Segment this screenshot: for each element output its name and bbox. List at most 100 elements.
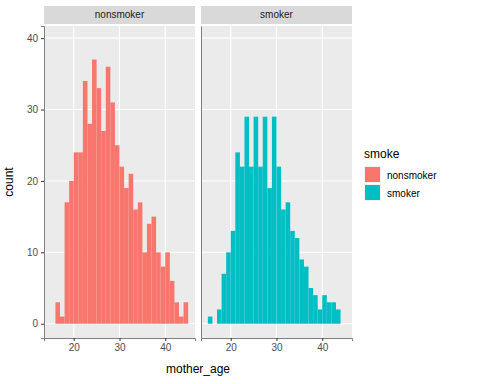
- x-axis-title: mother_age: [166, 362, 230, 376]
- legend-key: [365, 185, 380, 200]
- bar: [184, 302, 189, 323]
- tick-label: 20: [69, 342, 81, 353]
- axis-line: [45, 339, 196, 342]
- tick-label: 40: [160, 342, 172, 353]
- bar: [69, 181, 74, 324]
- bar: [74, 152, 79, 323]
- bar: [249, 167, 254, 324]
- tick: 40: [160, 338, 172, 353]
- bars: [208, 117, 341, 324]
- bar: [281, 209, 286, 323]
- bar: [170, 281, 175, 324]
- y-axis-title: count: [2, 167, 16, 197]
- bar: [336, 309, 341, 323]
- tick-label: 0: [32, 318, 38, 329]
- bar: [152, 217, 157, 324]
- tick-mark: [231, 338, 232, 341]
- bar: [290, 231, 295, 324]
- tick-label: 30: [271, 342, 283, 353]
- panel: nonsmoker: [44, 6, 195, 338]
- bar: [254, 117, 259, 324]
- bar: [55, 302, 60, 323]
- bar: [120, 167, 125, 324]
- bar: [322, 295, 327, 324]
- bar: [341, 323, 346, 324]
- tick-label: 40: [317, 342, 329, 353]
- tick-mark: [165, 338, 166, 341]
- legend-title: smoke: [364, 147, 400, 161]
- tick: 0: [32, 318, 44, 329]
- tick-mark: [74, 338, 75, 341]
- tick-mark: [41, 38, 44, 39]
- bar: [309, 288, 314, 324]
- bar: [231, 231, 236, 324]
- tick-label: 30: [27, 104, 39, 115]
- axis-line: [201, 27, 202, 339]
- tick: 30: [271, 338, 283, 353]
- tick-mark: [277, 338, 278, 341]
- bar: [87, 124, 92, 324]
- bar: [129, 174, 134, 324]
- bar: [212, 323, 217, 324]
- legend-key: [365, 167, 380, 182]
- tick-mark: [41, 324, 44, 325]
- bar: [179, 317, 184, 324]
- y-axis: [201, 27, 203, 339]
- bar: [235, 152, 240, 323]
- bar: [60, 317, 65, 324]
- bar: [101, 131, 106, 324]
- bar: [272, 117, 277, 324]
- tick-mark: [120, 338, 121, 341]
- bar: [138, 202, 143, 323]
- tick-label: 30: [114, 342, 126, 353]
- axis-line: [202, 339, 353, 342]
- bar: [142, 252, 147, 323]
- strip: [44, 6, 195, 24]
- tick: 40: [317, 338, 329, 353]
- x-axis: 20 30 40: [45, 338, 196, 353]
- bar: [299, 259, 304, 323]
- bars: [55, 60, 188, 324]
- bar: [244, 117, 249, 324]
- bar: [83, 81, 88, 324]
- chart: nonsmoker203040010203040smoker203040moth…: [0, 0, 480, 384]
- strip-label: smoker: [260, 9, 293, 20]
- tick-mark: [322, 338, 323, 341]
- bar: [115, 145, 120, 323]
- bar: [240, 167, 245, 324]
- bar: [208, 317, 213, 324]
- bar: [51, 323, 56, 324]
- bar: [277, 167, 282, 324]
- legend-label: nonsmoker: [387, 170, 437, 181]
- bar: [110, 102, 115, 323]
- tick: 20: [69, 338, 81, 353]
- bar: [92, 60, 97, 324]
- tick-mark: [41, 252, 44, 253]
- bar: [133, 209, 138, 323]
- bar: [327, 302, 332, 323]
- bar: [217, 309, 222, 323]
- grid-line: [322, 26, 323, 338]
- bar: [161, 267, 166, 324]
- legend-key-background: [364, 166, 381, 183]
- bar: [313, 295, 318, 324]
- tick-mark: [41, 181, 44, 182]
- bar: [263, 117, 268, 324]
- panel: smoker: [201, 6, 352, 338]
- bar: [174, 302, 179, 323]
- tick-label: 20: [27, 176, 39, 187]
- bar: [78, 152, 83, 323]
- legend-key-background: [364, 184, 381, 201]
- x-axis: 20 30 40: [202, 338, 353, 353]
- bar: [286, 202, 291, 323]
- bar: [331, 302, 336, 323]
- tick-label: 20: [226, 342, 238, 353]
- y-axis: 010203040: [27, 27, 45, 339]
- panel-background: [44, 26, 195, 338]
- tick: 20: [226, 338, 238, 353]
- legend: smokenonsmokersmoker: [364, 147, 437, 201]
- bar: [156, 252, 161, 323]
- strip: [201, 6, 352, 24]
- tick: 30: [114, 338, 126, 353]
- bar: [106, 67, 111, 324]
